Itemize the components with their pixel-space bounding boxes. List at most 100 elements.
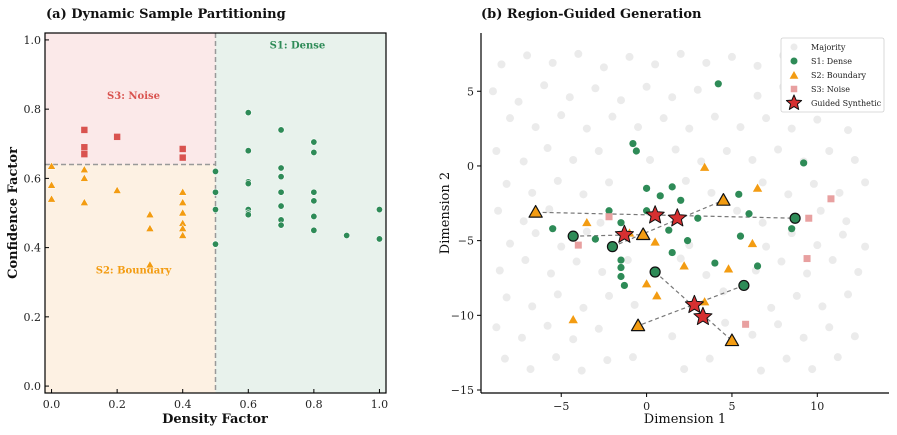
y-tick-label: −5 xyxy=(458,235,474,248)
dense-point xyxy=(668,248,676,257)
boundary-point xyxy=(747,238,758,248)
noise-point xyxy=(113,133,121,141)
dense-point xyxy=(629,139,637,148)
majority-point xyxy=(676,254,685,263)
majority-point xyxy=(598,268,607,277)
y-tick-label: 1.0 xyxy=(24,34,42,47)
dense-point xyxy=(735,190,743,198)
noise-point xyxy=(574,241,582,249)
legend-noise-marker xyxy=(790,85,798,93)
majority-point xyxy=(625,52,634,61)
noise-point xyxy=(81,126,88,134)
dense-point xyxy=(665,226,673,234)
majority-point xyxy=(623,256,632,265)
boundary-point xyxy=(112,186,122,194)
majority-point xyxy=(553,290,562,299)
dense-point xyxy=(745,210,753,218)
x-tick-label: 0.6 xyxy=(240,398,258,411)
majority-point xyxy=(548,58,557,67)
legend-boundary-marker xyxy=(789,71,799,79)
panel-a-ylabel: Confidence Factor xyxy=(6,147,21,279)
y-tick-label: −15 xyxy=(451,384,474,397)
majority-point xyxy=(519,157,528,166)
majority-point xyxy=(767,303,776,312)
panel-a-points xyxy=(47,109,383,269)
dense-point xyxy=(668,183,676,191)
legend-noise-label: S3: Noise xyxy=(811,85,850,94)
panel-b-ylabel: Dimension 2 xyxy=(438,172,453,254)
majority-point xyxy=(543,321,552,330)
x-tick-label: 5 xyxy=(728,400,735,413)
majority-point xyxy=(488,87,497,96)
majority-point xyxy=(582,124,591,133)
legend-synthetic-marker xyxy=(785,94,803,110)
dense-point xyxy=(714,80,722,88)
dense-point xyxy=(310,212,318,220)
boundary-point xyxy=(145,210,155,218)
majority-point xyxy=(702,270,711,279)
noise-point xyxy=(81,150,88,158)
y-tick-label: 0.8 xyxy=(24,103,42,116)
boundary-point xyxy=(80,198,89,206)
x-tick-label: 0.0 xyxy=(43,398,61,411)
dense-point xyxy=(212,188,220,196)
dense-anchor-point xyxy=(738,279,750,292)
majority-point xyxy=(582,227,591,236)
dense-point xyxy=(694,214,702,222)
majority-point xyxy=(736,123,745,132)
noise-point xyxy=(805,214,813,222)
boundary-point xyxy=(582,217,592,227)
majority-point xyxy=(494,206,503,215)
y-tick-label: 0.4 xyxy=(24,242,42,255)
majority-point xyxy=(579,190,588,199)
majority-point xyxy=(497,60,506,69)
majority-point xyxy=(774,145,783,154)
majority-point xyxy=(774,320,783,329)
majority-point xyxy=(506,114,515,123)
synthetic-point xyxy=(614,224,634,243)
dense-point xyxy=(683,237,692,245)
majority-point xyxy=(599,63,608,72)
dense-point xyxy=(212,240,220,248)
majority-point xyxy=(676,49,685,58)
panel-b-dense-points xyxy=(549,80,808,290)
noise-point xyxy=(742,320,750,328)
majority-point xyxy=(596,218,605,227)
majority-point xyxy=(519,217,528,226)
majority-point xyxy=(705,354,714,363)
majority-point xyxy=(500,354,509,363)
legend-dense-label: S1: Dense xyxy=(811,57,852,66)
dense-point xyxy=(343,232,351,240)
boundary-region-label: S2: Boundary xyxy=(96,266,173,277)
majority-point xyxy=(693,85,702,94)
dense-point xyxy=(605,207,613,215)
panel-b: (b) Region-Guided Generation −5 0 5 1050−5−… xyxy=(438,7,889,427)
panel-a-ticks: 0.0 0.2 0.4 0.6 0.8 1.0 0.0 0.2 0.4 0.6 0.8 1.0 xyxy=(24,34,389,411)
dense-point xyxy=(800,159,808,167)
dense-point xyxy=(375,206,383,214)
majority-point xyxy=(850,155,859,164)
dense-point xyxy=(617,219,625,227)
majority-point xyxy=(680,365,689,374)
x-tick-label: 0.4 xyxy=(174,398,192,411)
majority-point xyxy=(577,366,586,375)
dense-point xyxy=(277,173,285,181)
panel-b-anchor-points xyxy=(528,193,801,347)
majority-point xyxy=(816,206,825,215)
majority-point xyxy=(850,332,859,341)
majority-point xyxy=(528,302,537,311)
majority-point xyxy=(808,365,817,374)
dense-point xyxy=(620,281,628,290)
noise-point xyxy=(81,144,88,151)
noise-region-label: S3: Noise xyxy=(107,91,160,102)
boundary-point xyxy=(47,161,56,170)
boundary-point xyxy=(47,194,56,203)
dense-point xyxy=(277,126,285,134)
majority-point xyxy=(727,52,736,61)
synthetic-point xyxy=(693,306,713,325)
dense-anchor-point xyxy=(606,241,619,253)
majority-point xyxy=(557,242,566,251)
boundary-region xyxy=(45,164,216,393)
majority-point xyxy=(642,82,651,91)
